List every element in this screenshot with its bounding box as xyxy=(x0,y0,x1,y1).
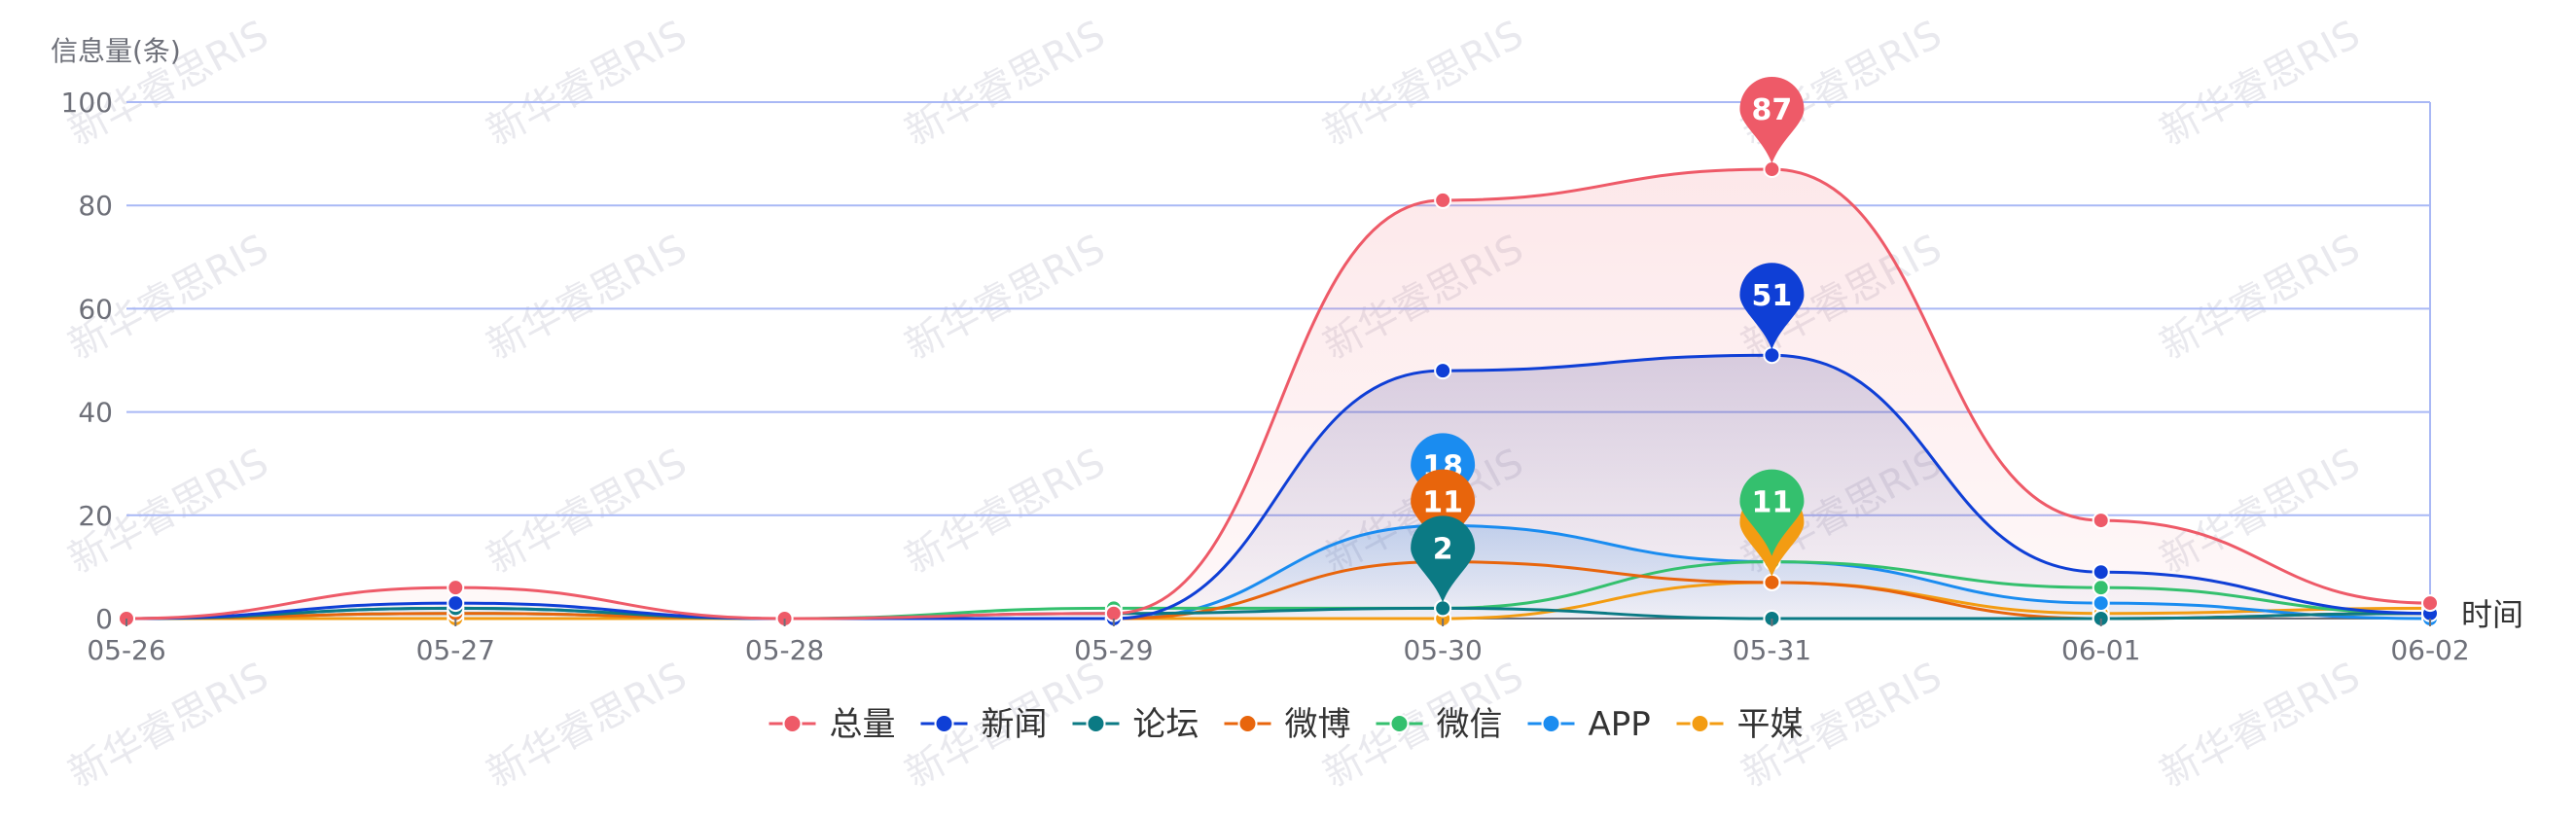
watermark-text: 新华睿思RIS xyxy=(2571,13,2576,155)
legend-label: 微博 xyxy=(1285,705,1351,744)
watermark-text: 新华睿思RIS xyxy=(898,13,1112,155)
watermark-text: 新华睿思RIS xyxy=(1316,13,1530,155)
series-line-0 xyxy=(125,167,2431,621)
max-pin-label: 2 xyxy=(1433,532,1453,566)
max-pin-label: 11 xyxy=(1752,486,1793,520)
y-tick-label: 100 xyxy=(61,87,113,119)
area-layer xyxy=(126,169,2430,619)
line-layer xyxy=(125,167,2431,621)
x-tick-label: 05-27 xyxy=(416,634,495,666)
legend-item-0[interactable]: 总量 xyxy=(769,705,896,744)
data-point[interactable] xyxy=(447,579,465,597)
watermark-text: 新华睿思RIS xyxy=(2571,441,2576,583)
watermark-text: 新华睿思RIS xyxy=(898,227,1112,369)
data-point[interactable] xyxy=(1763,160,1781,179)
max-pin xyxy=(1411,469,1476,556)
x-tick-label: 05-30 xyxy=(1403,634,1482,666)
legend-label: 微信 xyxy=(1437,705,1503,744)
x-tick-label: 05-26 xyxy=(87,634,165,666)
max-pin-label: 11 xyxy=(1422,486,1463,520)
watermark-text: 新华睿思RIS xyxy=(480,13,694,155)
max-pin xyxy=(1411,515,1476,603)
pin-layer: 718111125187 xyxy=(1411,77,1805,603)
series-line-3 xyxy=(125,560,2431,621)
data-point[interactable] xyxy=(1434,191,1452,209)
legend-item-4[interactable]: 微信 xyxy=(1376,705,1503,744)
watermark-text: 新华睿思RIS xyxy=(2571,227,2576,369)
data-point[interactable] xyxy=(1763,346,1781,365)
y-tick-label: 20 xyxy=(78,500,113,532)
watermark-text: 新华睿思RIS xyxy=(2153,227,2367,369)
axis-layer: 信息量(条) 时间 0 20 40 60 80 100 05-26 05-27 05-28 05-… xyxy=(51,35,2523,666)
legend: 总量 新闻 论坛 微博 微信 APP 平媒 xyxy=(769,705,1804,744)
y-tick-label: 0 xyxy=(95,603,113,635)
max-pin xyxy=(1739,263,1805,350)
data-point[interactable] xyxy=(447,594,465,613)
data-point[interactable] xyxy=(1434,599,1452,618)
legend-item-1[interactable]: 新闻 xyxy=(920,705,1048,744)
watermark-text: 新华睿思RIS xyxy=(2153,13,2367,155)
data-point[interactable] xyxy=(2421,594,2439,613)
x-tick-label: 06-02 xyxy=(2390,634,2469,666)
watermark-text: 新华睿思RIS xyxy=(480,227,694,369)
legend-marker-icon xyxy=(934,714,954,733)
data-point[interactable] xyxy=(2092,579,2110,597)
y-tick-label: 40 xyxy=(78,397,113,429)
data-point[interactable] xyxy=(1434,362,1452,380)
legend-item-2[interactable]: 论坛 xyxy=(1072,705,1199,744)
legend-marker-icon xyxy=(1690,714,1710,733)
legend-marker-icon xyxy=(1086,714,1106,733)
watermark-text: 新华睿思RIS xyxy=(898,441,1112,583)
watermark-text: 新华睿思RIS xyxy=(61,13,275,155)
y-tick-label: 80 xyxy=(78,190,113,222)
legend-label: 论坛 xyxy=(1133,705,1199,744)
legend-label: APP xyxy=(1589,705,1651,744)
data-point[interactable] xyxy=(2092,512,2110,530)
max-pin-label: 51 xyxy=(1752,279,1793,313)
data-point[interactable] xyxy=(1763,573,1781,591)
watermark-text: 新华睿思RIS xyxy=(2153,655,2367,797)
x-tick-label: 05-31 xyxy=(1733,634,1811,666)
x-axis-title: 时间 xyxy=(2461,596,2523,633)
max-pin-label: 87 xyxy=(1752,93,1793,127)
legend-marker-icon xyxy=(1541,714,1561,733)
max-pin xyxy=(1739,77,1805,164)
series-line-2 xyxy=(125,606,2431,621)
legend-marker-icon xyxy=(782,714,803,733)
legend-item-3[interactable]: 微博 xyxy=(1224,705,1351,744)
series-area-0 xyxy=(126,169,2430,619)
x-tick-label: 06-01 xyxy=(2061,634,2140,666)
legend-marker-icon xyxy=(1237,714,1258,733)
legend-label: 总量 xyxy=(830,705,896,744)
y-tick-label: 60 xyxy=(78,293,113,325)
data-point[interactable] xyxy=(2092,594,2110,613)
y-axis-title: 信息量(条) xyxy=(51,35,181,67)
legend-label: 平媒 xyxy=(1737,705,1804,744)
x-tick-label: 05-28 xyxy=(745,634,824,666)
max-pin xyxy=(1739,469,1805,556)
legend-item-6[interactable]: 平媒 xyxy=(1676,705,1804,744)
watermark-text: 新华睿思RIS xyxy=(480,441,694,583)
legend-marker-icon xyxy=(1389,714,1410,733)
x-tick-label: 05-29 xyxy=(1074,634,1153,666)
series-line-6 xyxy=(126,581,2431,621)
data-point[interactable] xyxy=(2092,563,2110,582)
legend-item-5[interactable]: APP xyxy=(1527,705,1651,744)
legend-label: 新闻 xyxy=(982,705,1048,744)
watermark-text: 新华睿思RIS xyxy=(61,655,275,797)
watermark-text: 新华睿思RIS xyxy=(2571,655,2576,797)
watermark-text: 新华睿思RIS xyxy=(480,655,694,797)
series-line-1 xyxy=(125,353,2431,621)
